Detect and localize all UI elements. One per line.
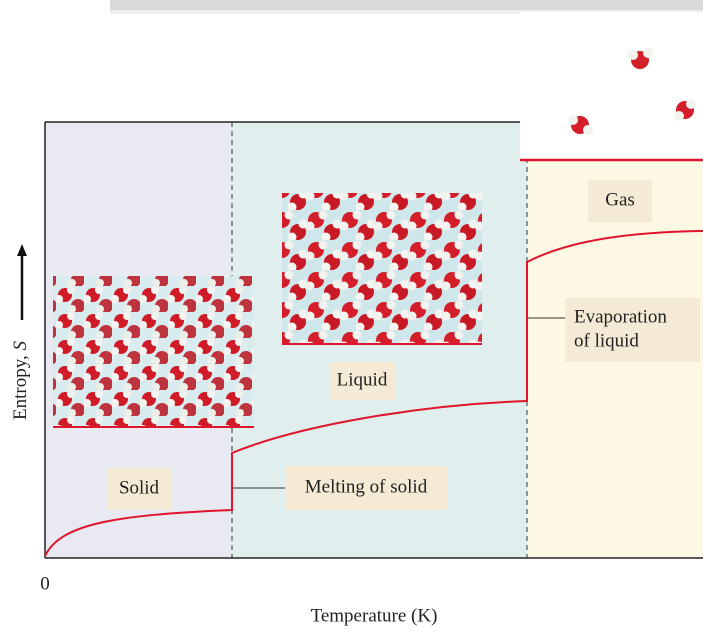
y-axis-arrowhead [17,244,27,256]
y-axis-symbol: S [10,341,31,351]
solid-image [53,276,254,428]
banner-shadow [110,10,703,14]
solid-label: Solid [119,477,160,498]
liquid-label: Liquid [337,369,388,390]
evaporation-label: of liquid [574,330,639,351]
y-axis-label-group: Entropy, S [10,244,31,420]
label-box [107,468,172,510]
gas-image [520,12,703,160]
label-box [565,298,700,362]
y-axis-label: Entropy, S [10,341,31,420]
entropy-curve [44,230,703,557]
x-tick-label: 0 [40,573,50,594]
x-axis-label: Temperature (K) [311,605,438,626]
label-box [330,362,395,400]
y-axis-label-text: Entropy, [10,351,31,420]
label-box [285,466,448,510]
evaporation-label: Evaporation [574,306,667,327]
gas-label: Gas [605,189,635,210]
gas-molecules [568,48,696,135]
liquid-image [282,193,482,345]
banner [110,0,703,10]
melting-label: Melting of solid [305,476,428,497]
label-box [588,180,652,222]
